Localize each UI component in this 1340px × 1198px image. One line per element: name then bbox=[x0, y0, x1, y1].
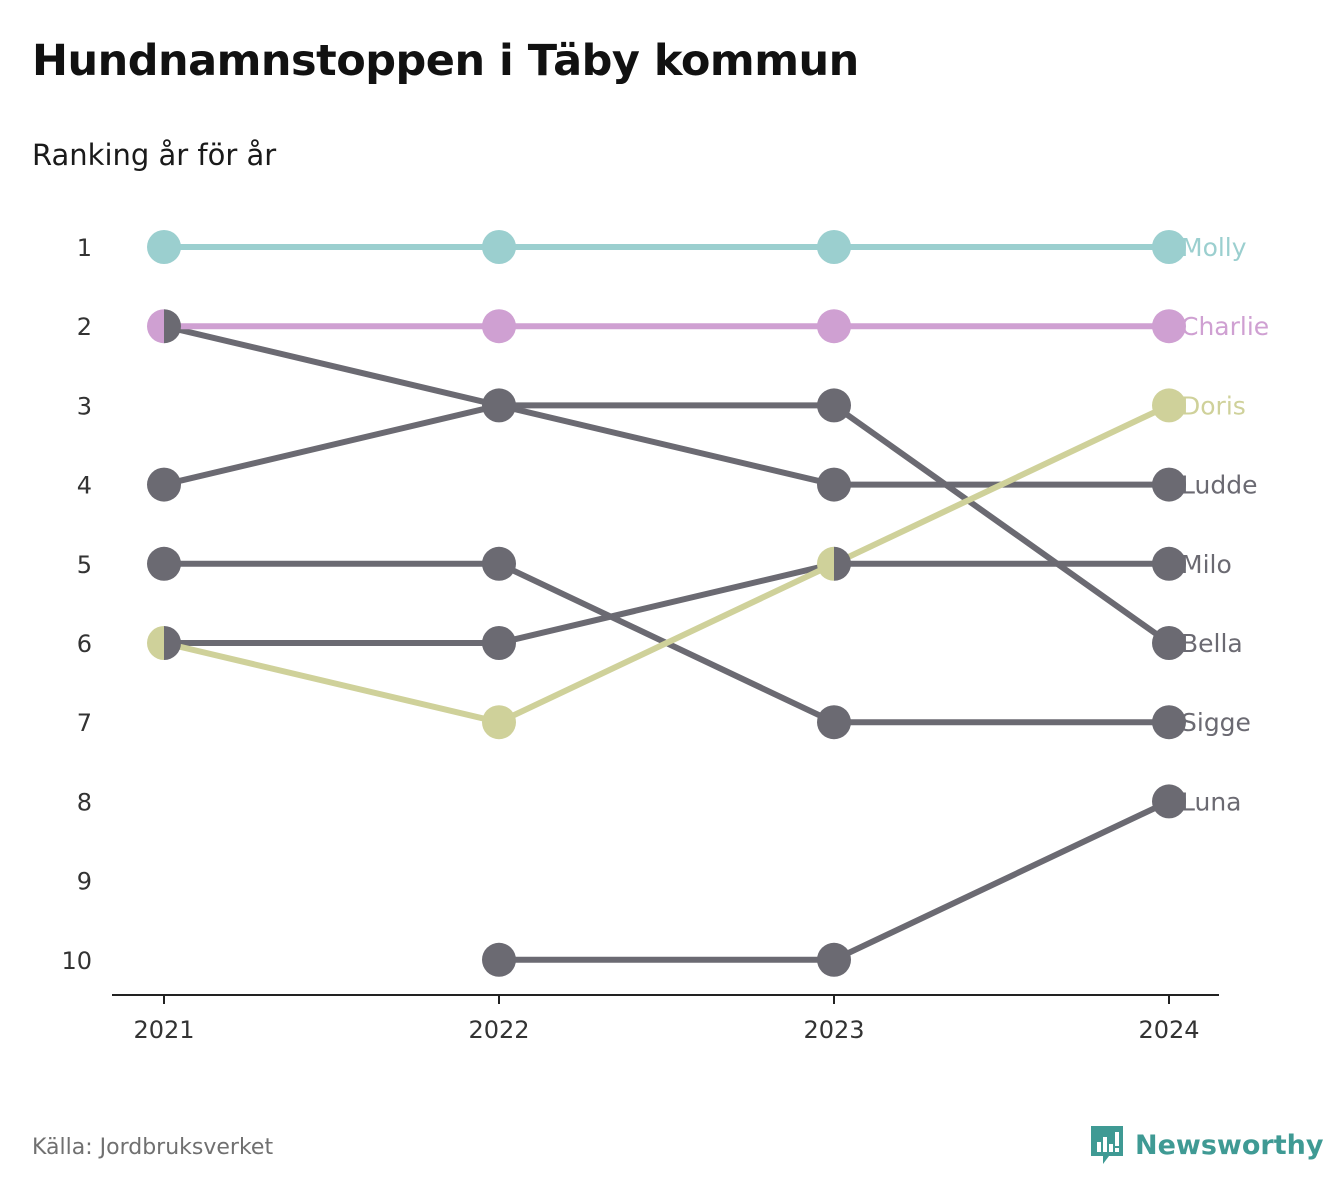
y-tick-label: 8 bbox=[77, 788, 92, 816]
brand-name: Newsworthy bbox=[1135, 1129, 1324, 1161]
data-point-milo-doris-left bbox=[147, 626, 164, 660]
y-tick-label: 5 bbox=[77, 551, 92, 579]
y-tick-label: 6 bbox=[77, 630, 92, 658]
data-point-bella bbox=[817, 388, 851, 423]
source-note: Källa: Jordbruksverket bbox=[32, 1135, 274, 1160]
data-point-doris bbox=[482, 705, 516, 740]
data-point-bella bbox=[1152, 626, 1186, 660]
series-label-milo: Milo bbox=[1181, 550, 1232, 579]
data-point-molly bbox=[147, 230, 181, 264]
data-point-sigge bbox=[817, 705, 851, 740]
y-tick-label: 3 bbox=[77, 392, 92, 420]
data-point-ludde bbox=[817, 467, 851, 502]
data-point-sigge bbox=[147, 546, 181, 581]
series-line-milo bbox=[161, 560, 1172, 646]
y-tick-label: 7 bbox=[77, 709, 92, 737]
data-point-bella bbox=[147, 467, 181, 502]
brand-logo: Newsworthy bbox=[1089, 1124, 1323, 1166]
data-point-molly bbox=[482, 230, 516, 264]
data-point-charlie bbox=[1152, 309, 1186, 344]
series-label-luna: Luna bbox=[1181, 787, 1242, 816]
data-point-sigge bbox=[1152, 705, 1186, 740]
axis-layer: 1 2 3 4 5 6 7 8 9 10 2021 2022 2023 2024 bbox=[61, 234, 1219, 1044]
chart-subtitle: Ranking år för år bbox=[32, 138, 277, 172]
points-layer bbox=[147, 230, 1186, 977]
newsworthy-logo-icon bbox=[1091, 1126, 1123, 1164]
labels-layer: Molly Charlie Doris Ludde Milo Bella Sigge Luna bbox=[1181, 233, 1269, 816]
data-point-milo-doris-right bbox=[164, 626, 181, 660]
data-point-milo-doris-left bbox=[817, 546, 834, 581]
data-point-molly bbox=[1152, 230, 1186, 264]
data-point-ludde-bella bbox=[482, 388, 516, 423]
data-point-molly bbox=[817, 230, 851, 264]
y-tick-label: 10 bbox=[61, 947, 92, 975]
data-point-ludde-charlie-right bbox=[164, 309, 181, 344]
chart-title: Hundnamnstoppen i Täby kommun bbox=[32, 36, 859, 86]
data-point-luna bbox=[817, 942, 851, 977]
lines-layer bbox=[161, 244, 1172, 963]
y-tick-label: 4 bbox=[77, 472, 92, 500]
data-point-ludde bbox=[1152, 467, 1186, 502]
series-label-charlie: Charlie bbox=[1181, 312, 1269, 341]
series-label-sigge: Sigge bbox=[1181, 708, 1251, 737]
data-point-ludde-charlie-left bbox=[147, 309, 164, 344]
series-line-bella bbox=[161, 402, 1172, 646]
data-point-milo bbox=[482, 626, 516, 660]
series-label-bella: Bella bbox=[1181, 629, 1243, 658]
series-label-molly: Molly bbox=[1181, 233, 1247, 262]
x-tick-label: 2024 bbox=[1138, 1016, 1199, 1044]
series-line-doris bbox=[161, 402, 1172, 726]
y-tick-label: 9 bbox=[77, 868, 92, 896]
series-label-doris: Doris bbox=[1181, 391, 1246, 420]
data-point-milo bbox=[1152, 546, 1186, 581]
y-tick-label: 1 bbox=[77, 234, 92, 262]
data-point-doris bbox=[1152, 388, 1186, 423]
series-line-luna bbox=[496, 798, 1172, 963]
y-tick-label: 2 bbox=[77, 313, 92, 341]
data-point-charlie bbox=[482, 309, 516, 344]
data-point-luna bbox=[1152, 784, 1186, 819]
data-point-charlie bbox=[817, 309, 851, 344]
data-point-sigge bbox=[482, 546, 516, 581]
data-point-luna bbox=[482, 942, 516, 977]
x-tick-label: 2023 bbox=[803, 1016, 864, 1044]
series-label-ludde: Ludde bbox=[1181, 471, 1257, 500]
x-tick-label: 2022 bbox=[468, 1016, 529, 1044]
data-point-milo-doris-right bbox=[834, 546, 851, 581]
x-tick-label: 2021 bbox=[133, 1016, 194, 1044]
